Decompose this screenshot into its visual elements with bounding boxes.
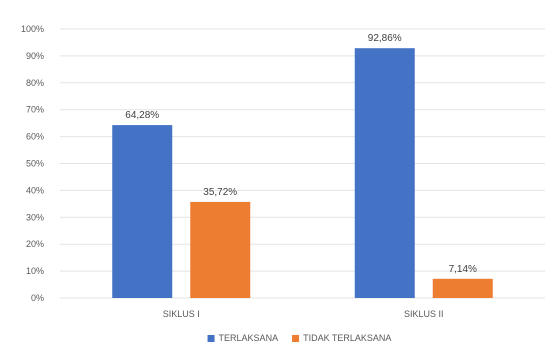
y-tick-label: 10% [26,266,44,276]
x-category-label: SIKLUS II [404,309,444,319]
data-label: 35,72% [203,187,237,198]
bar [354,48,415,298]
legend-label: TIDAK TERLAKSANA [303,333,391,343]
bar [432,278,493,298]
x-category-label: SIKLUS I [163,309,200,319]
data-label: 64,28% [125,110,159,121]
y-tick-label: 90% [26,51,44,61]
legend-swatch [292,335,300,342]
data-label: 92,86% [368,33,402,44]
bar [190,201,251,298]
legend-label: TERLAKSANA [219,333,279,343]
y-tick-label: 30% [26,212,44,222]
legend: TERLAKSANA TIDAK TERLAKSANA [207,333,391,343]
bars [112,48,493,299]
data-label: 7,14% [449,264,477,275]
y-tick-label: 70% [26,105,44,115]
x-axis-category-labels: SIKLUS I SIKLUS II [163,309,444,319]
data-labels: 64,28% 35,72% 92,86% 7,14% [125,33,477,275]
y-tick-label: 40% [26,185,44,195]
y-tick-label: 0% [31,293,44,303]
y-tick-label: 60% [26,132,44,142]
bar [112,125,173,299]
y-tick-label: 80% [26,78,44,88]
y-tick-label: 20% [26,239,44,249]
y-tick-label: 50% [26,159,44,169]
legend-swatch [207,335,215,342]
y-tick-label: 100% [21,24,44,34]
y-axis-tick-labels: 0% 10% 20% 30% 40% 50% 60% 70% 80% 90% 100% [21,24,44,303]
